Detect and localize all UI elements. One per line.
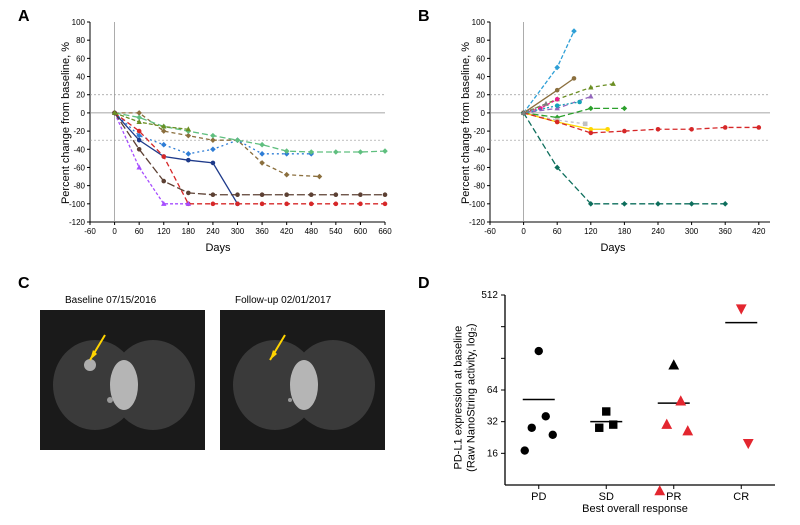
svg-text:60: 60: [135, 227, 144, 236]
svg-text:0: 0: [81, 109, 86, 118]
svg-text:-40: -40: [73, 145, 85, 154]
svg-text:100: 100: [72, 18, 86, 27]
chart-d-xlabel: Best overall response: [560, 503, 710, 515]
panel-c-container: Baseline 07/15/2016 Follow-up 02/01/2017: [35, 295, 395, 510]
svg-text:300: 300: [685, 227, 699, 236]
svg-text:240: 240: [206, 227, 220, 236]
svg-text:180: 180: [618, 227, 632, 236]
svg-text:120: 120: [584, 227, 598, 236]
chart-b: -120-100-80-60-40-20020406080100-6006012…: [448, 12, 788, 257]
svg-text:-80: -80: [473, 182, 485, 191]
svg-text:0: 0: [481, 109, 486, 118]
svg-text:-20: -20: [73, 127, 85, 136]
chart-a-svg: -120-100-80-60-40-20020406080100-6006012…: [48, 12, 398, 257]
svg-text:540: 540: [329, 227, 343, 236]
svg-text:20: 20: [76, 91, 85, 100]
panel-c-left-label: Baseline 07/15/2016: [65, 295, 156, 306]
svg-text:16: 16: [487, 448, 499, 459]
svg-text:PR: PR: [666, 491, 681, 503]
panel-label-d: D: [418, 275, 430, 293]
svg-text:60: 60: [476, 54, 485, 63]
panel-c-right-label: Follow-up 02/01/2017: [235, 295, 331, 306]
svg-text:40: 40: [76, 73, 85, 82]
panel-label-b: B: [418, 8, 430, 26]
svg-text:-60: -60: [484, 227, 496, 236]
svg-text:60: 60: [553, 227, 562, 236]
chart-d: 16 32 64 512 PD SD PR CR PD-L1 expression at ba…: [450, 285, 790, 520]
panel-c-svg: [35, 310, 395, 510]
svg-text:-40: -40: [473, 145, 485, 154]
svg-text:180: 180: [182, 227, 196, 236]
svg-text:20: 20: [476, 91, 485, 100]
svg-text:64: 64: [487, 385, 499, 396]
svg-text:-60: -60: [473, 163, 485, 172]
svg-text:-20: -20: [473, 127, 485, 136]
svg-text:300: 300: [231, 227, 245, 236]
chart-d-svg: 16 32 64 512 PD SD PR CR: [450, 285, 790, 520]
svg-text:-60: -60: [84, 227, 96, 236]
svg-text:-80: -80: [73, 182, 85, 191]
svg-text:40: 40: [476, 73, 485, 82]
chart-b-ylabel: Percent change from baseline, %: [460, 23, 472, 223]
svg-text:80: 80: [476, 36, 485, 45]
svg-text:0: 0: [521, 227, 526, 236]
svg-text:360: 360: [719, 227, 733, 236]
svg-text:512: 512: [481, 290, 498, 301]
chart-a-xlabel: Days: [188, 242, 248, 254]
svg-text:120: 120: [157, 227, 171, 236]
svg-text:60: 60: [76, 54, 85, 63]
panel-label-c: C: [18, 275, 30, 293]
svg-text:600: 600: [354, 227, 368, 236]
svg-text:420: 420: [280, 227, 294, 236]
chart-b-svg: -120-100-80-60-40-20020406080100-6006012…: [448, 12, 788, 257]
chart-a: -120-100-80-60-40-20020406080100-6006012…: [48, 12, 398, 257]
svg-text:360: 360: [255, 227, 269, 236]
svg-text:480: 480: [305, 227, 319, 236]
chart-a-ylabel: Percent change from baseline, %: [60, 23, 72, 223]
svg-text:420: 420: [752, 227, 766, 236]
svg-text:CR: CR: [733, 491, 749, 503]
svg-text:PD: PD: [531, 491, 546, 503]
svg-text:SD: SD: [599, 491, 614, 503]
svg-text:-60: -60: [73, 163, 85, 172]
panel-label-a: A: [18, 8, 30, 26]
chart-d-ylabel: PD-L1 expression at baseline (Raw NanoSt…: [452, 288, 477, 508]
svg-text:0: 0: [112, 227, 117, 236]
svg-text:660: 660: [378, 227, 392, 236]
svg-text:32: 32: [487, 417, 499, 428]
chart-b-xlabel: Days: [583, 242, 643, 254]
svg-text:80: 80: [76, 36, 85, 45]
svg-text:100: 100: [472, 18, 486, 27]
svg-text:240: 240: [651, 227, 665, 236]
